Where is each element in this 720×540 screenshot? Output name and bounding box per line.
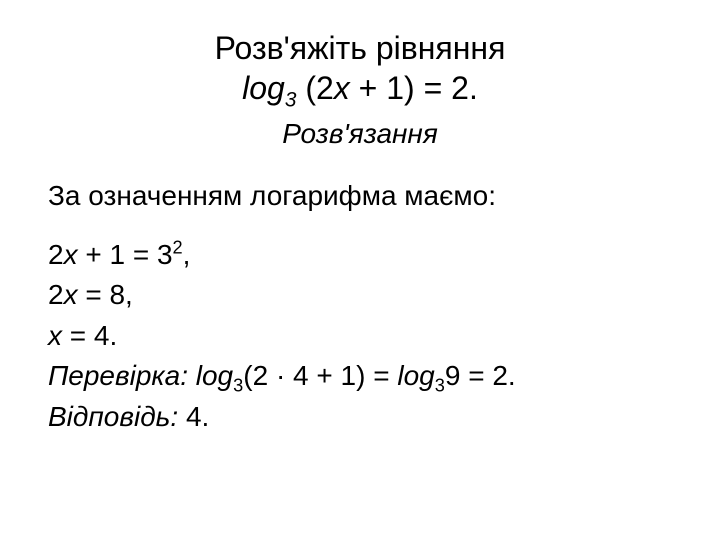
- answer-value: 4.: [186, 401, 209, 432]
- step-3: х = 4.: [48, 316, 672, 357]
- step1-tail: ,: [183, 239, 191, 270]
- step1-sup: 2: [173, 237, 183, 257]
- check-mid1: (2 · 4 + 1) =: [243, 360, 397, 391]
- step-1: 2х + 1 = 32,: [48, 235, 672, 276]
- check-sub2: 3: [435, 376, 445, 396]
- step3-var: х: [48, 320, 62, 351]
- step2-lead: 2: [48, 279, 64, 310]
- title-open: (2: [296, 70, 333, 106]
- check-log2: log: [397, 360, 434, 391]
- step1-lead: 2: [48, 239, 64, 270]
- check-line: Перевірка: log3(2 · 4 + 1) = log39 = 2.: [48, 356, 672, 397]
- step2-tail: = 8,: [78, 279, 133, 310]
- check-sub1: 3: [233, 376, 243, 396]
- check-log1: log: [196, 360, 233, 391]
- title-line-2: log3 (2х + 1) = 2.: [48, 68, 672, 108]
- log-text: log: [242, 70, 285, 106]
- log-base: 3: [285, 88, 297, 111]
- answer-label: Відповідь:: [48, 401, 186, 432]
- section-subtitle: Розв'язання: [48, 118, 672, 150]
- step-2: 2х = 8,: [48, 275, 672, 316]
- title-line-1: Розв'яжіть рівняння: [48, 28, 672, 68]
- check-mid2: 9 = 2.: [445, 360, 516, 391]
- slide: Розв'яжіть рівняння log3 (2х + 1) = 2. Р…: [0, 0, 720, 540]
- step1-mid: + 1 = 3: [78, 239, 173, 270]
- body: За означенням логарифма маємо: 2х + 1 = …: [48, 176, 672, 438]
- title-var: х: [334, 70, 350, 106]
- slide-title: Розв'яжіть рівняння log3 (2х + 1) = 2.: [48, 28, 672, 108]
- step2-var: х: [64, 279, 78, 310]
- step3-tail: = 4.: [62, 320, 117, 351]
- check-label: Перевірка:: [48, 360, 196, 391]
- answer-line: Відповідь: 4.: [48, 397, 672, 438]
- intro-line: За означенням логарифма маємо:: [48, 176, 672, 217]
- title-rest: + 1) = 2.: [350, 70, 478, 106]
- step1-var: х: [64, 239, 78, 270]
